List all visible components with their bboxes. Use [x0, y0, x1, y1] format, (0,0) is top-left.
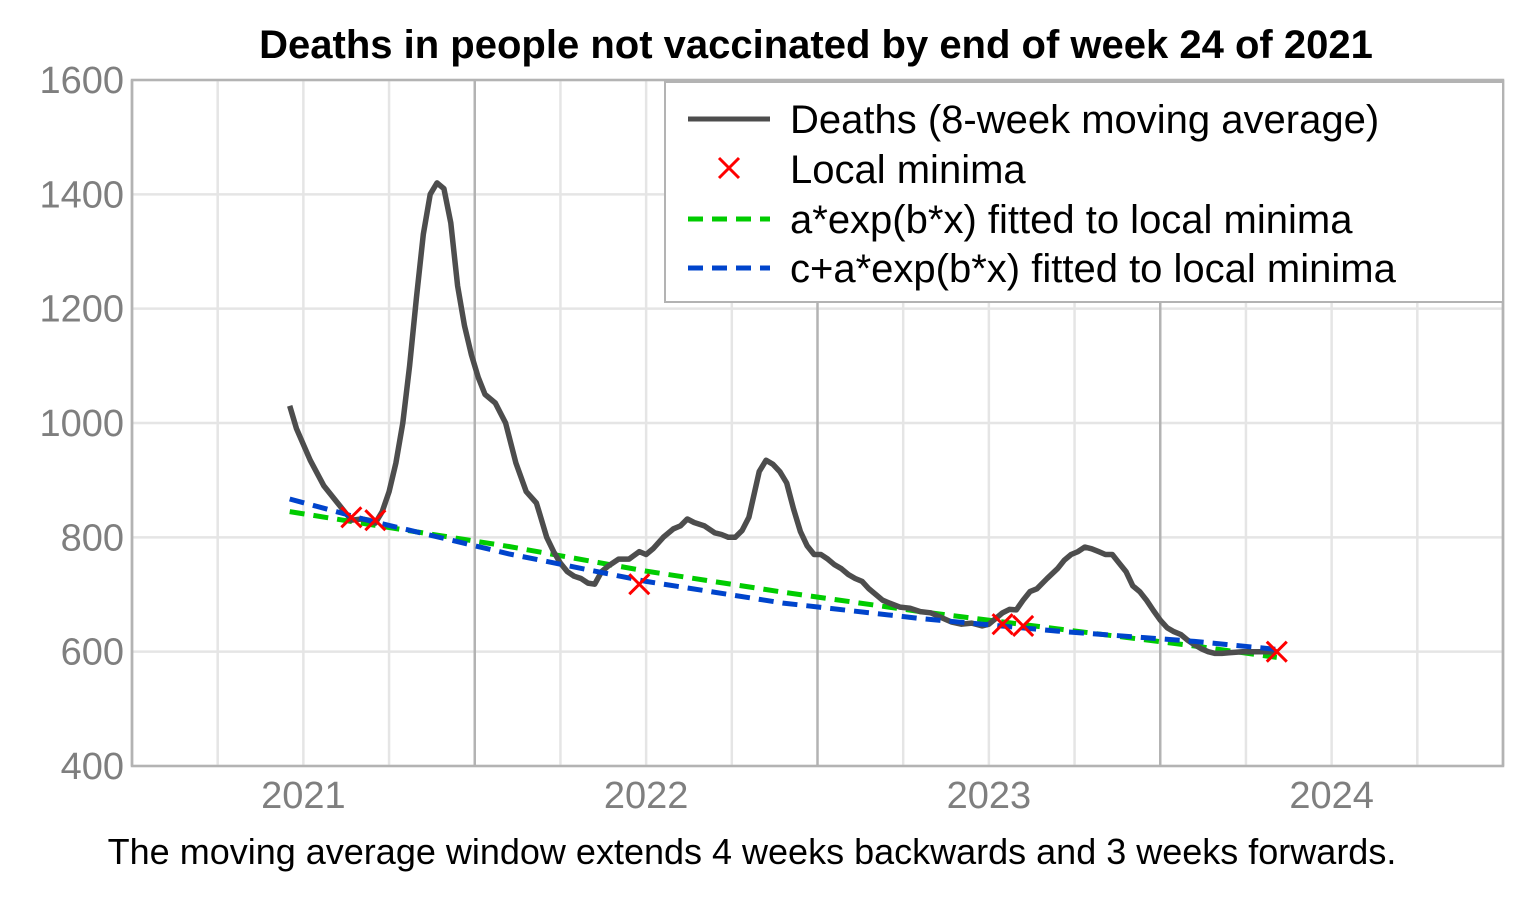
- series-lines: [287, 180, 1278, 660]
- x-tick-label-3: 2024: [1289, 775, 1374, 817]
- series-deaths: [287, 180, 1277, 657]
- y-tick-label-3: 1000: [39, 403, 124, 445]
- x-tick-label-1: 2022: [604, 775, 689, 817]
- tick-labels: 400 600 800 1000 1200 1400 1600 2021 2022 2023 202…: [39, 60, 1373, 817]
- legend-label-minima: Local minima: [790, 148, 1026, 192]
- legend-box: [664, 81, 1504, 303]
- chart-caption: The moving average window extends 4 week…: [108, 831, 1397, 872]
- minimum-marker-0: [340, 506, 363, 529]
- x-tick-label-0: 2021: [261, 775, 346, 817]
- y-tick-label-6: 1600: [39, 60, 124, 102]
- minimum-marker-3: [991, 613, 1014, 636]
- series-fit-c-exp: [289, 496, 1278, 652]
- legend-label-deaths: Deaths (8-week moving average): [790, 98, 1379, 142]
- plot-frame: [130, 78, 1505, 768]
- legend-label-fit-c-exp: c+a*exp(b*x) fitted to local minima: [790, 247, 1397, 291]
- legend-minimum-marker: [717, 156, 741, 180]
- y-tick-label-1: 600: [61, 632, 124, 674]
- minimum-marker-1: [364, 509, 387, 532]
- legend-label-fit-exp: a*exp(b*x) fitted to local minima: [790, 198, 1353, 242]
- chart-title: Deaths in people not vaccinated by end o…: [259, 23, 1373, 67]
- x-tick-label-2: 2023: [947, 775, 1032, 817]
- minimum-marker-4: [1012, 614, 1035, 638]
- y-tick-label-2: 800: [61, 517, 124, 559]
- y-tick-label-0: 400: [61, 746, 124, 788]
- y-tick-label-5: 1400: [39, 174, 124, 216]
- legend: Deaths (8-week moving average) Local min…: [664, 81, 1504, 303]
- grid-lines: [130, 78, 1505, 768]
- legend-key-minima: [717, 156, 741, 180]
- y-tick-label-4: 1200: [39, 289, 124, 331]
- minima-markers: [340, 506, 1288, 663]
- minimum-marker-5: [1265, 640, 1288, 663]
- minimum-marker-2: [628, 573, 651, 596]
